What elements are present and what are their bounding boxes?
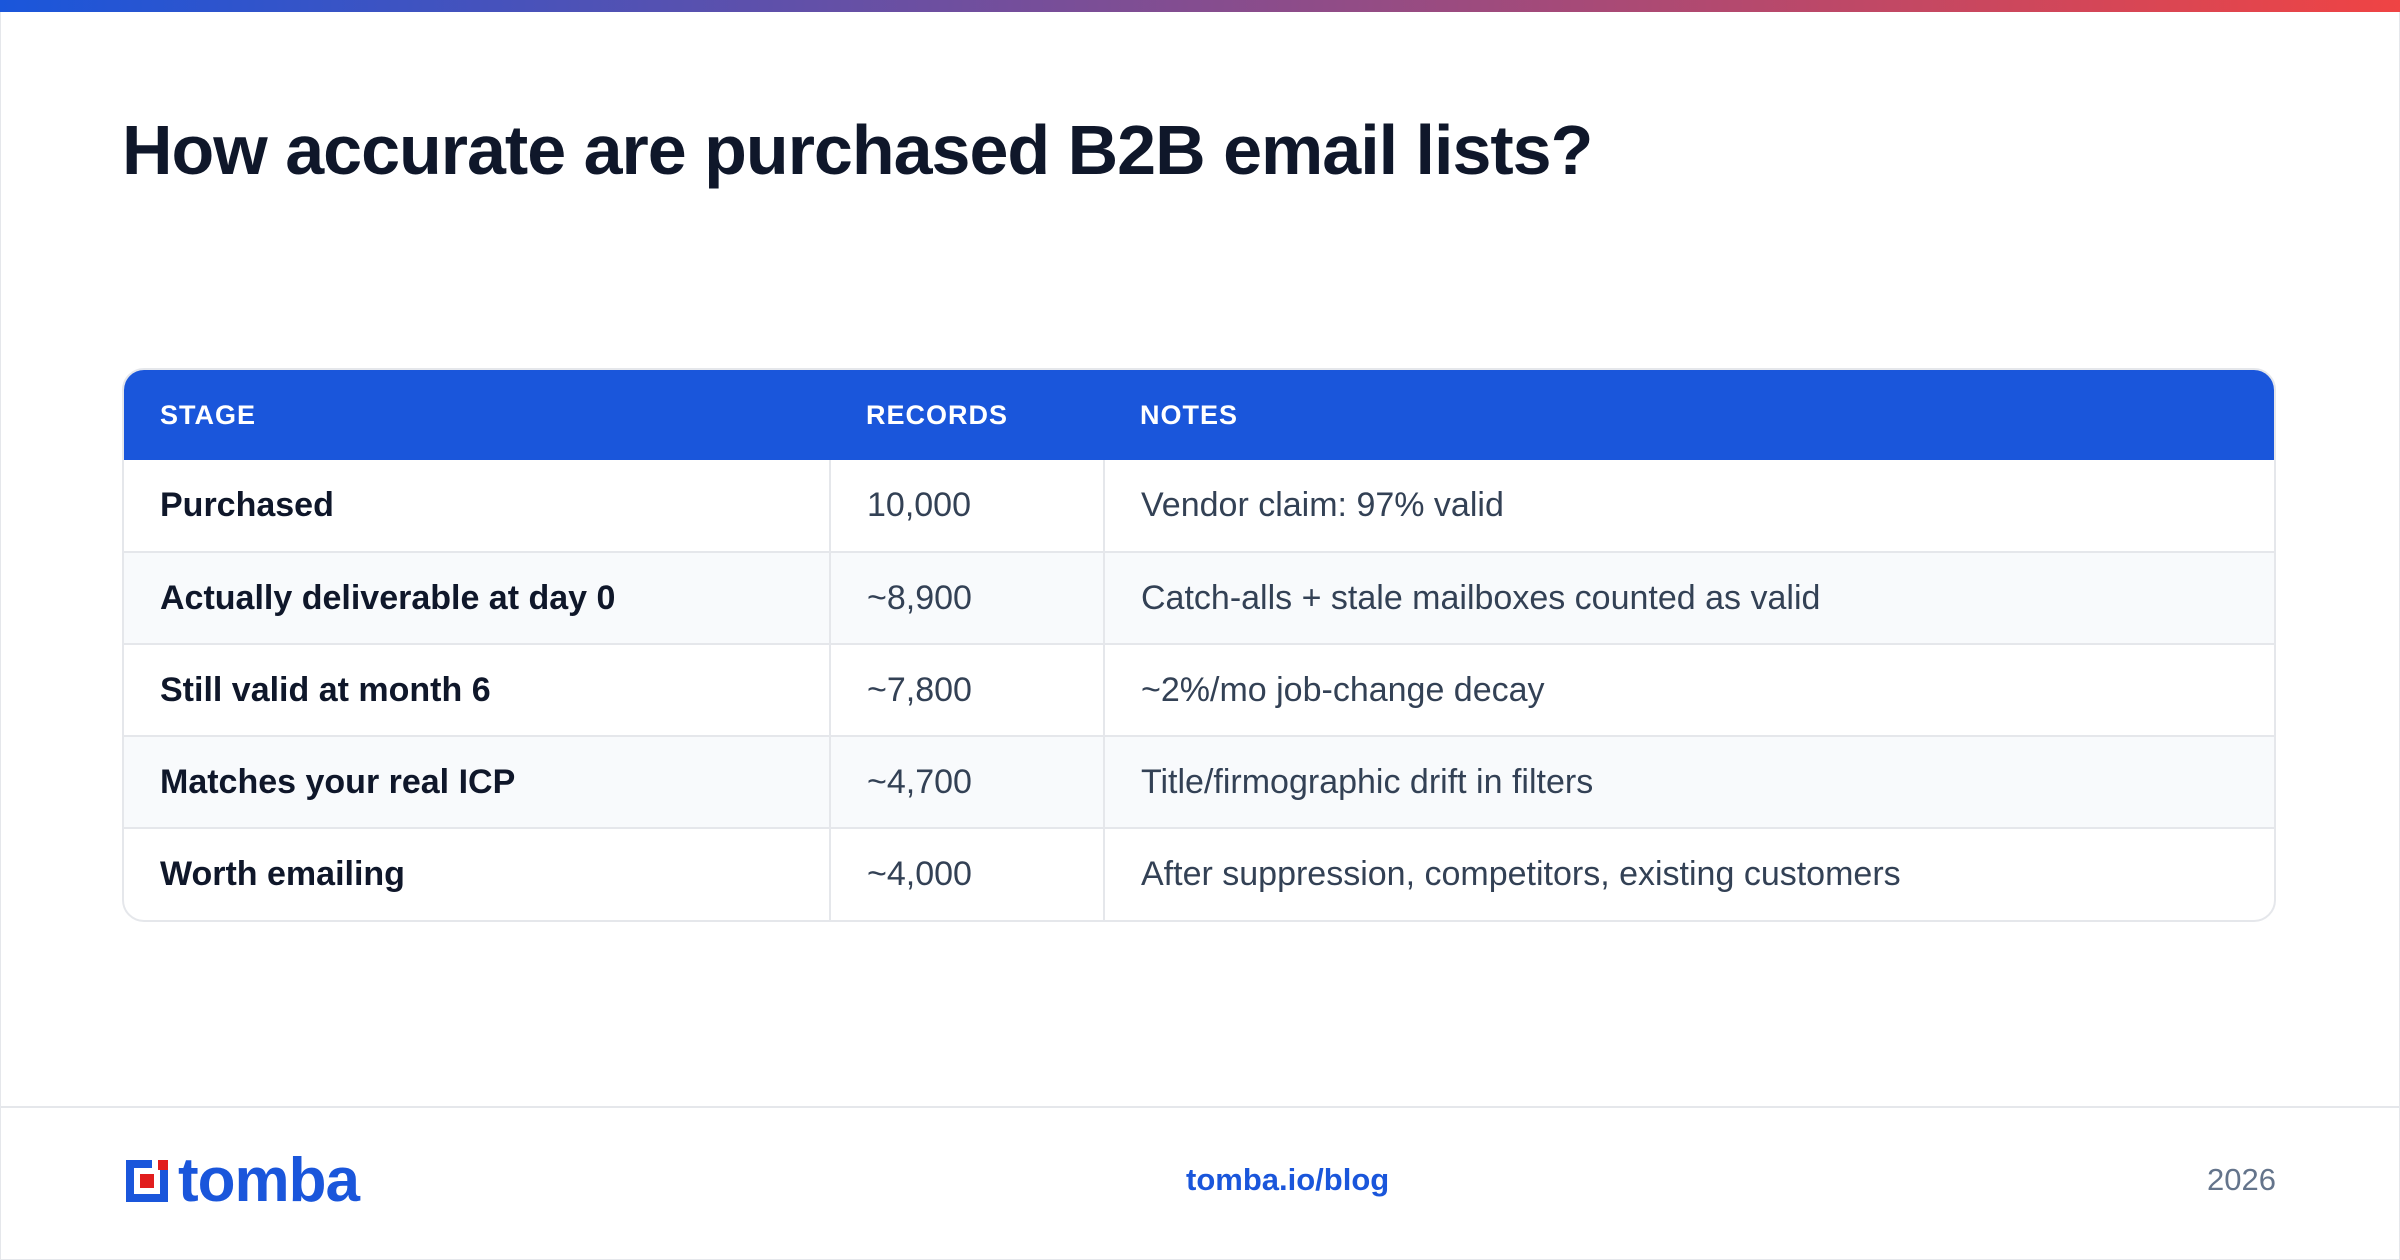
cell-notes: Vendor claim: 97% valid bbox=[1103, 460, 2274, 552]
cell-stage: Matches your real ICP bbox=[124, 735, 830, 828]
data-table: STAGE RECORDS NOTES Purchased 10,000 Ven… bbox=[122, 368, 2276, 922]
table-row: Worth emailing ~4,000 After suppression,… bbox=[124, 827, 2274, 920]
table-header: STAGE RECORDS NOTES bbox=[124, 370, 2274, 460]
tomba-logo-icon bbox=[126, 1156, 172, 1202]
table-row: Still valid at month 6 ~7,800 ~2%/mo job… bbox=[124, 643, 2274, 736]
cell-notes: Title/firmographic drift in filters bbox=[1103, 735, 2274, 828]
header-records: RECORDS bbox=[830, 370, 1104, 460]
table-row: Purchased 10,000 Vendor claim: 97% valid bbox=[124, 460, 2274, 552]
cell-stage: Still valid at month 6 bbox=[124, 643, 830, 736]
cell-stage: Purchased bbox=[160, 486, 334, 524]
cell-notes: Catch-alls + stale mailboxes counted as … bbox=[1103, 551, 2274, 644]
table-row: Actually deliverable at day 0 ~8,900 Cat… bbox=[124, 551, 2274, 644]
cell-records: ~4,000 bbox=[829, 827, 1104, 920]
blog-link[interactable]: tomba.io/blog bbox=[1186, 1162, 1390, 1197]
table-row: Matches your real ICP ~4,700 Title/firmo… bbox=[124, 735, 2274, 828]
logo-text: tomba bbox=[178, 1146, 360, 1215]
page-title: How accurate are purchased B2B email lis… bbox=[122, 111, 1593, 189]
footer-year: 2026 bbox=[2207, 1162, 2276, 1197]
cell-stage: Worth emailing bbox=[124, 827, 830, 920]
header-notes: NOTES bbox=[1104, 370, 2274, 460]
cell-notes: After suppression, competitors, existing… bbox=[1103, 827, 2274, 920]
cell-records: ~8,900 bbox=[829, 551, 1104, 644]
header-stage: STAGE bbox=[124, 370, 830, 460]
gradient-top-bar bbox=[0, 0, 2400, 12]
cell-records: ~7,800 bbox=[829, 643, 1104, 736]
cell-records: 10,000 bbox=[829, 460, 1104, 552]
cell-records: ~4,700 bbox=[829, 735, 1104, 828]
footer-divider bbox=[0, 1106, 2400, 1108]
cell-notes: ~2%/mo job-change decay bbox=[1103, 643, 2274, 736]
cell-stage: Actually deliverable at day 0 bbox=[124, 551, 830, 644]
tomba-logo[interactable]: tomba bbox=[122, 1146, 360, 1215]
